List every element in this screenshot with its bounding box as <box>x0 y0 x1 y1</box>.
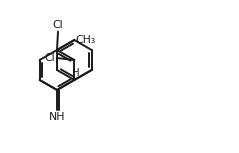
Text: CH₃: CH₃ <box>76 35 96 45</box>
Text: Cl: Cl <box>53 20 63 30</box>
Text: Cl: Cl <box>45 53 55 63</box>
Text: H: H <box>71 68 79 78</box>
Text: NH: NH <box>49 112 65 122</box>
